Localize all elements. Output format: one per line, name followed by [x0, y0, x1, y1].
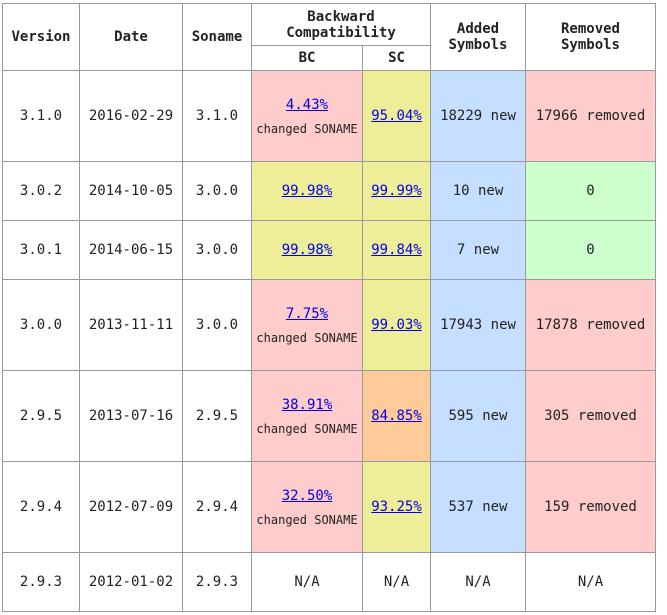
abi-compatibility-table: Version Date Soname Backward Compatibili… — [2, 3, 656, 612]
table-row: 3.0.2 2014-10-05 3.0.0 99.98% 99.99% 10 … — [2, 161, 656, 221]
header-backward-line1: Backward — [307, 8, 375, 25]
header-row: Version Date Soname Backward Compatibili… — [2, 3, 656, 71]
soname-changed-note: changed SONAME — [256, 421, 358, 436]
sc-cell: N/A — [362, 552, 431, 612]
version-cell: 3.0.2 — [2, 161, 80, 221]
table-row: 2.9.5 2013-07-16 2.9.5 38.91% changed SO… — [2, 370, 656, 462]
sc-report-link[interactable]: 99.03% — [371, 317, 422, 333]
sc-cell: 95.04% — [362, 70, 431, 162]
header-added-line2: Symbols — [448, 37, 508, 53]
table-row: 3.1.0 2016-02-29 3.1.0 4.43% changed SON… — [2, 70, 656, 162]
sc-cell: 93.25% — [362, 461, 431, 553]
header-soname: Soname — [182, 3, 252, 71]
header-removed-symbols: Removed Symbols — [525, 3, 656, 71]
version-cell: 3.1.0 — [2, 70, 80, 162]
removed-cell: 159 removed — [525, 461, 656, 553]
version-cell: 2.9.3 — [2, 552, 80, 612]
bc-cell: 99.98% — [251, 220, 363, 280]
bc-cell: 32.50% changed SONAME — [251, 461, 363, 553]
header-added-symbols: Added Symbols — [430, 3, 526, 71]
version-cell: 3.0.1 — [2, 220, 80, 280]
removed-cell: 17966 removed — [525, 70, 656, 162]
bc-cell: 99.98% — [251, 161, 363, 221]
sc-cell: 99.99% — [362, 161, 431, 221]
sc-report-link[interactable]: 99.84% — [371, 242, 422, 258]
version-cell: 2.9.4 — [2, 461, 80, 553]
soname-cell: 2.9.5 — [182, 370, 252, 462]
version-cell: 3.0.0 — [2, 279, 80, 371]
soname-changed-note: changed SONAME — [256, 330, 358, 345]
added-cell: 17943 new — [430, 279, 526, 371]
bc-report-link[interactable]: 99.98% — [281, 242, 333, 258]
subheader-row: BC SC — [3, 45, 656, 71]
header-bc: BC — [251, 45, 363, 71]
added-cell: 7 new — [430, 220, 526, 280]
sc-cell: 99.03% — [362, 279, 431, 371]
soname-cell: 3.0.0 — [182, 279, 252, 371]
sc-report-link[interactable]: 95.04% — [371, 108, 422, 124]
bc-report-link[interactable]: 99.98% — [281, 183, 333, 199]
date-cell: 2012-01-02 — [79, 552, 183, 612]
added-cell: 18229 new — [430, 70, 526, 162]
table-row: 3.0.1 2014-06-15 3.0.0 99.98% 99.84% 7 n… — [2, 220, 656, 280]
soname-changed-note: changed SONAME — [256, 512, 358, 527]
soname-cell: 3.0.0 — [182, 220, 252, 280]
date-cell: 2014-06-15 — [79, 220, 183, 280]
date-cell: 2016-02-29 — [79, 70, 183, 162]
sc-cell: 84.85% — [362, 370, 431, 462]
bc-cell: 7.75% changed SONAME — [251, 279, 363, 371]
table-row: 2.9.3 2012-01-02 2.9.3 N/A N/A N/A N/A — [2, 552, 656, 612]
date-cell: 2013-07-16 — [79, 370, 183, 462]
date-cell: 2013-11-11 — [79, 279, 183, 371]
soname-cell: 3.0.0 — [182, 161, 252, 221]
version-cell: 2.9.5 — [2, 370, 80, 462]
bc-report-link[interactable]: 38.91% — [281, 396, 333, 413]
bc-report-link[interactable]: 32.50% — [281, 487, 333, 504]
soname-cell: 2.9.4 — [182, 461, 252, 553]
date-cell: 2012-07-09 — [79, 461, 183, 553]
table-row: 3.0.0 2013-11-11 3.0.0 7.75% changed SON… — [2, 279, 656, 371]
table-row: 2.9.4 2012-07-09 2.9.4 32.50% changed SO… — [2, 461, 656, 553]
removed-cell: N/A — [525, 552, 656, 612]
sc-cell: 99.84% — [362, 220, 431, 280]
header-removed-line2: Symbols — [560, 37, 620, 53]
soname-changed-note: changed SONAME — [256, 121, 358, 136]
header-backward-compatibility: Backward Compatibility — [251, 3, 431, 46]
added-cell: N/A — [430, 552, 526, 612]
header-date: Date — [79, 3, 183, 71]
removed-cell: 17878 removed — [525, 279, 656, 371]
header-version: Version — [2, 3, 80, 71]
removed-cell: 0 — [525, 161, 656, 221]
bc-report-link[interactable]: 7.75% — [285, 305, 329, 322]
removed-cell: 305 removed — [525, 370, 656, 462]
sc-report-link[interactable]: 93.25% — [371, 499, 422, 515]
removed-cell: 0 — [525, 220, 656, 280]
bc-cell: 38.91% changed SONAME — [251, 370, 363, 462]
added-cell: 595 new — [430, 370, 526, 462]
header-added-line1: Added — [456, 21, 500, 37]
date-cell: 2014-10-05 — [79, 161, 183, 221]
added-cell: 10 new — [430, 161, 526, 221]
bc-cell: N/A — [251, 552, 363, 612]
added-cell: 537 new — [430, 461, 526, 553]
bc-cell: 4.43% changed SONAME — [251, 70, 363, 162]
header-backward-line2: Compatibility — [286, 24, 396, 41]
header-removed-line1: Removed — [560, 21, 620, 37]
sc-report-link[interactable]: 99.99% — [371, 183, 422, 199]
header-sc: SC — [362, 45, 431, 71]
soname-cell: 3.1.0 — [182, 70, 252, 162]
bc-report-link[interactable]: 4.43% — [285, 96, 329, 113]
soname-cell: 2.9.3 — [182, 552, 252, 612]
sc-report-link[interactable]: 84.85% — [371, 408, 422, 424]
